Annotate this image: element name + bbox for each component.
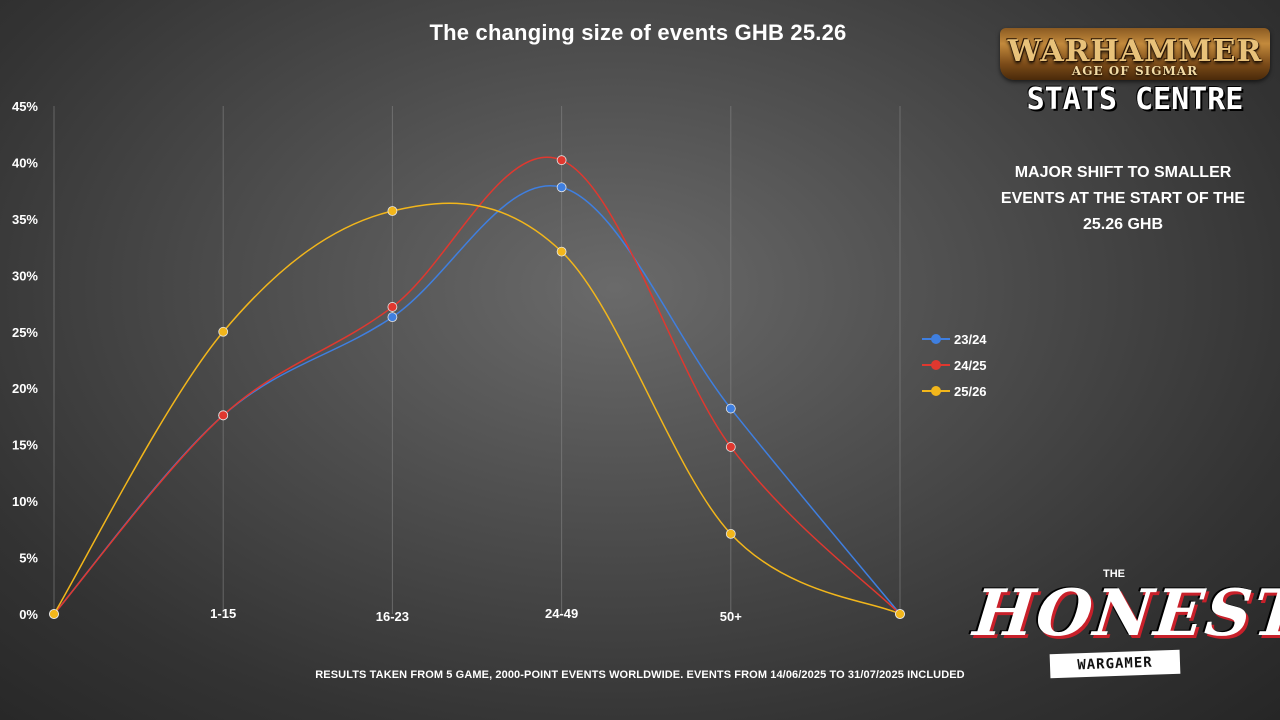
- chart-title: The changing size of events GHB 25.26: [429, 20, 847, 45]
- chart-legend: 23/24 24/25 25/26: [922, 326, 987, 404]
- legend-swatch-marker: [931, 360, 941, 370]
- warhammer-logo-text: WARHAMMER: [1007, 34, 1263, 69]
- legend-label: 25/26: [954, 383, 987, 399]
- y-tick-label: 20%: [12, 381, 38, 396]
- y-tick-label: 45%: [12, 99, 38, 114]
- y-tick-label: 10%: [12, 494, 38, 509]
- y-tick-label: 40%: [12, 155, 38, 170]
- age-of-sigmar-text: AGE OF SIGMAR: [1071, 64, 1199, 78]
- x-tick-label: 16-23: [376, 609, 409, 624]
- data-point: [387, 206, 398, 216]
- legend-swatch: [922, 334, 950, 344]
- honest-logo-prefix: THE: [1103, 568, 1125, 580]
- y-tick-label: 35%: [12, 212, 38, 227]
- y-tick-label: 25%: [12, 325, 38, 340]
- y-tick-label: 30%: [12, 268, 38, 283]
- data-point: [556, 246, 567, 257]
- legend-swatch-marker: [931, 386, 941, 396]
- honest-wargamer-logo: THE HONEST WARGAMER: [970, 562, 1280, 686]
- chart-annotation: MAJOR SHIFT TO SMALLER EVENTS AT THE STA…: [1000, 164, 1246, 233]
- data-point: [725, 528, 736, 539]
- y-tick-label: 5%: [19, 551, 38, 566]
- data-point: [556, 182, 567, 193]
- x-tick-label: 24-49: [545, 606, 578, 621]
- data-point: [49, 609, 59, 619]
- legend-swatch: [922, 386, 950, 396]
- data-point: [725, 442, 736, 452]
- legend-item: 23/24: [922, 326, 987, 352]
- legend-item: 24/25: [922, 352, 987, 378]
- data-point: [556, 155, 567, 166]
- data-point: [218, 410, 229, 421]
- legend-item: 25/26: [922, 378, 987, 404]
- legend-swatch: [922, 360, 950, 370]
- legend-label: 23/24: [954, 331, 987, 347]
- data-point: [218, 326, 229, 337]
- x-tick-label: 50+: [720, 609, 742, 624]
- honest-logo-word: HONEST: [970, 576, 1280, 651]
- y-tick-label: 0%: [19, 607, 38, 622]
- x-tick-label: 1-15: [210, 606, 236, 621]
- series-line: [53, 185, 901, 615]
- warhammer-stats-centre-logo: WARHAMMER AGE OF SIGMAR STATS CENTRE: [1000, 28, 1272, 128]
- series-line: [53, 156, 901, 615]
- warhammer-banner: [1000, 28, 1270, 80]
- wargamer-logo-word: WARGAMER: [1049, 649, 1181, 679]
- data-point: [387, 302, 398, 312]
- legend-swatch-marker: [931, 334, 941, 344]
- data-point: [387, 312, 398, 323]
- source-footnote: RESULTS TAKEN FROM 5 GAME, 2000-POINT EV…: [315, 669, 965, 681]
- data-point: [895, 609, 905, 619]
- y-tick-label: 15%: [12, 438, 38, 453]
- legend-label: 24/25: [954, 357, 987, 373]
- data-point: [725, 403, 736, 414]
- stats-centre-text: STATS CENTRE: [1026, 82, 1244, 117]
- series-line: [53, 202, 901, 615]
